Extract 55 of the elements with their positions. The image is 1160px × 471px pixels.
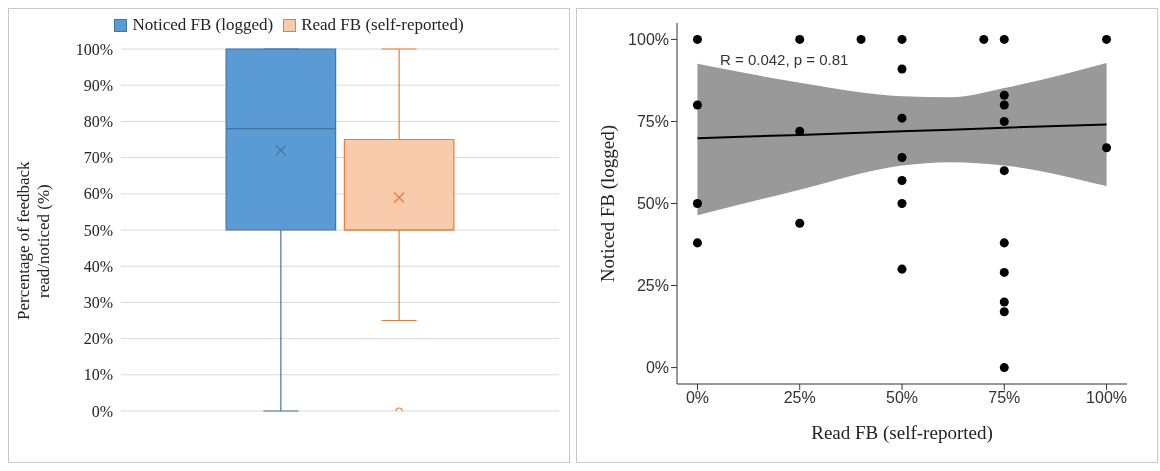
point xyxy=(979,34,989,44)
point xyxy=(999,116,1009,126)
legend-label: Noticed FB (logged) xyxy=(132,15,274,35)
y-tick-label: 100% xyxy=(628,31,669,49)
point xyxy=(897,153,907,163)
point xyxy=(999,297,1009,307)
y-axis-title: Percentage of feedback read/noticed (%) xyxy=(14,160,54,323)
legend-label: Read FB (self-reported) xyxy=(301,15,464,35)
point xyxy=(999,307,1009,317)
y-tick-label: 75% xyxy=(636,113,669,131)
y-tick-label: 50% xyxy=(83,221,113,239)
y-tick-label: 30% xyxy=(83,294,113,312)
point xyxy=(692,100,702,110)
x-tick-label: 75% xyxy=(988,389,1021,407)
point xyxy=(999,100,1009,110)
point xyxy=(999,34,1009,44)
point xyxy=(999,363,1009,373)
point xyxy=(692,238,702,248)
point xyxy=(1102,143,1112,153)
y-tick-label: 100% xyxy=(75,40,113,58)
y-tick-label: 20% xyxy=(83,330,113,348)
point xyxy=(897,264,907,274)
point xyxy=(897,34,907,44)
point xyxy=(999,90,1009,100)
x-tick-label: 50% xyxy=(885,389,919,407)
point xyxy=(692,34,702,44)
point xyxy=(795,218,805,228)
y-tick-label: 90% xyxy=(83,76,113,94)
y-tick-label: 10% xyxy=(83,366,113,384)
y-tick-label: 0% xyxy=(91,402,113,420)
x-tick-label: 25% xyxy=(783,389,816,407)
point xyxy=(897,198,907,209)
y-tick-label: 0% xyxy=(645,359,669,377)
x-tick-label: 100% xyxy=(1086,389,1128,407)
y-tick-label: 70% xyxy=(83,149,113,167)
point xyxy=(897,64,907,74)
x-axis-title: Read FB (self-reported) xyxy=(811,422,993,444)
y-tick-label: 25% xyxy=(636,277,669,295)
point xyxy=(1102,34,1112,44)
y-tick-label: 60% xyxy=(83,185,113,203)
y-tick-label: 40% xyxy=(83,257,113,275)
point xyxy=(897,176,907,186)
point xyxy=(856,34,866,44)
point xyxy=(999,267,1009,277)
x-tick-label: 0% xyxy=(685,389,710,407)
annotation: R = 0.042, p = 0.81 xyxy=(720,51,849,68)
point xyxy=(795,34,805,44)
y-tick-label: 80% xyxy=(83,113,113,131)
point xyxy=(692,198,702,209)
y-axis-title: Noticed FB (logged) xyxy=(596,124,619,283)
point xyxy=(999,238,1009,248)
point xyxy=(795,126,805,136)
point xyxy=(897,113,907,123)
y-tick-label: 50% xyxy=(636,195,669,213)
point xyxy=(999,166,1009,176)
